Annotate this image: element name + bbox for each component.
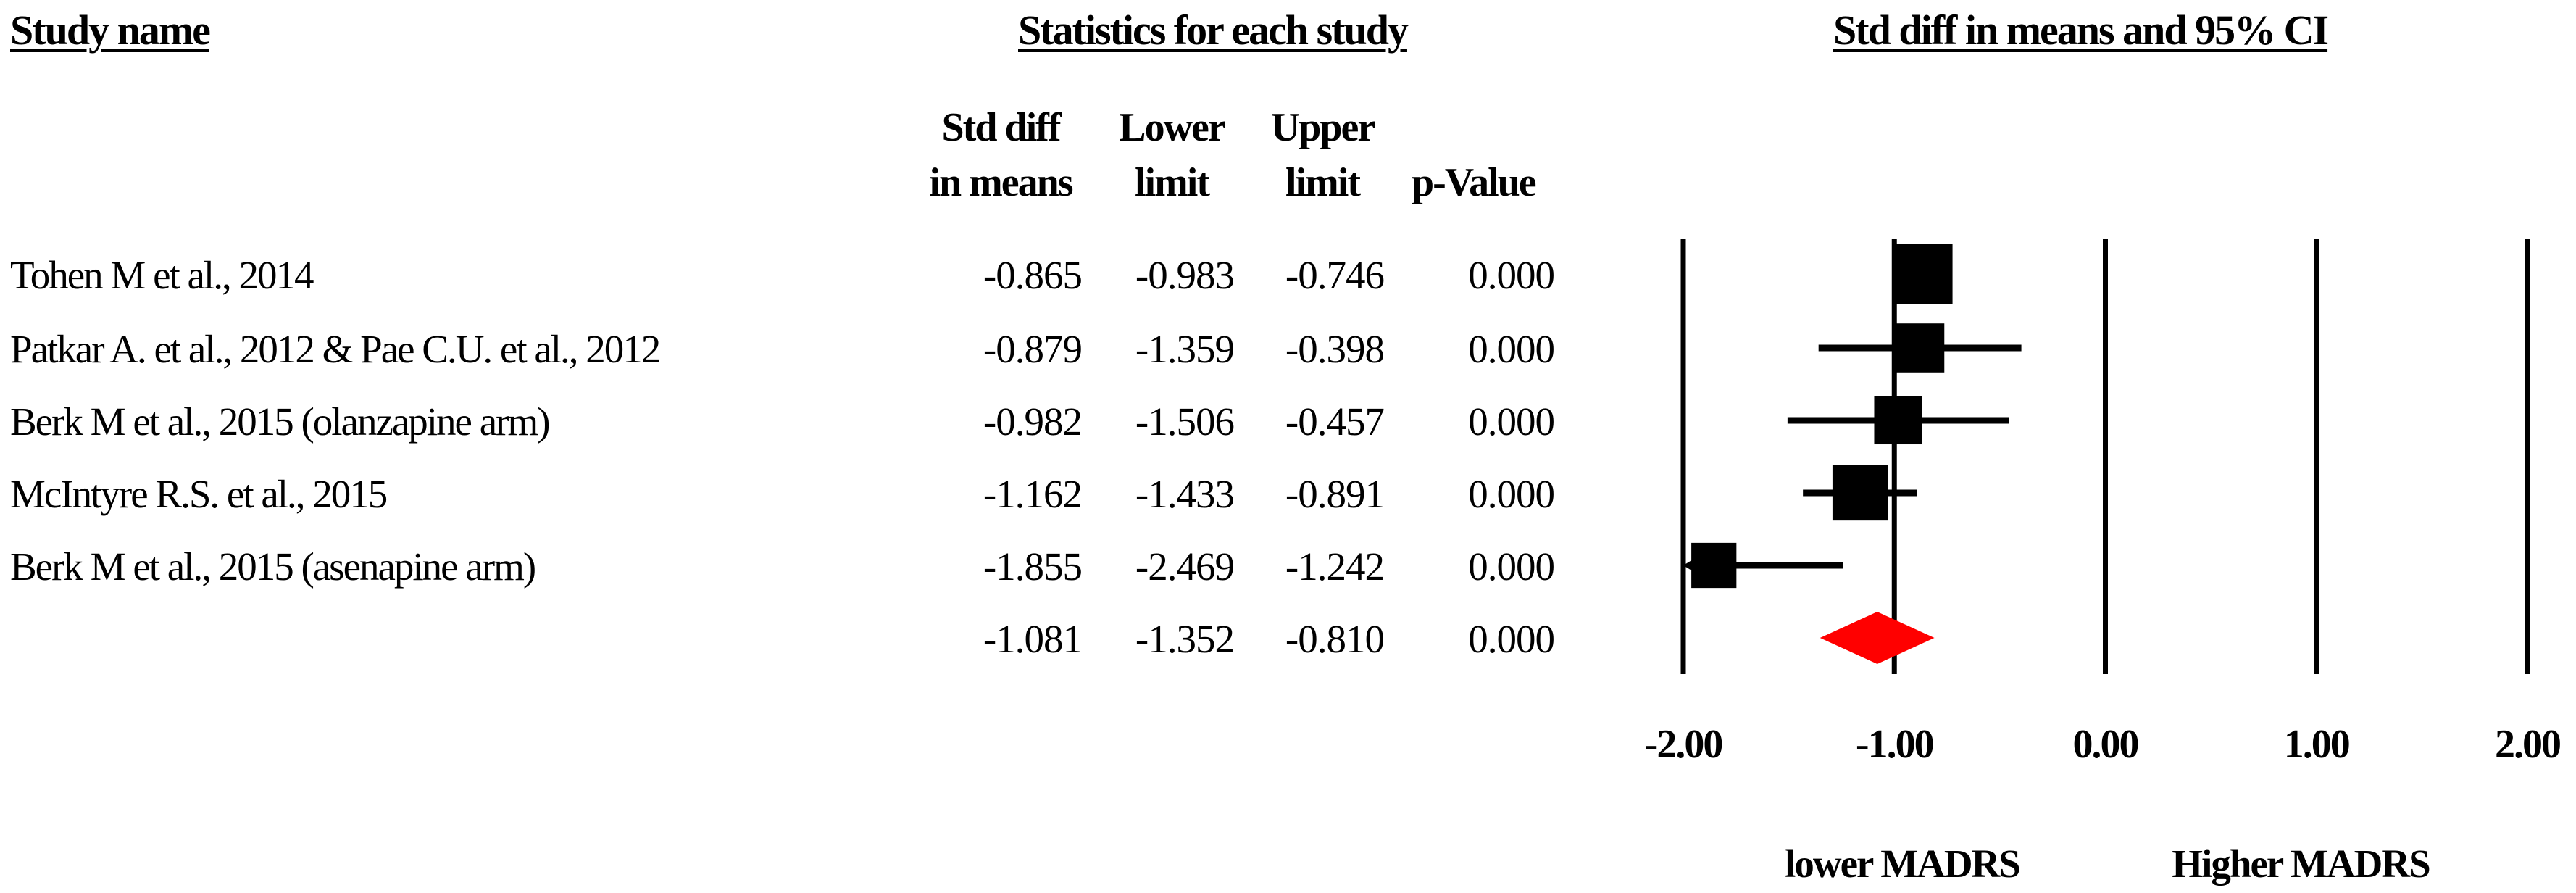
upper-header-line1: Upper (1270, 105, 1375, 150)
p-value-column-header: p-Value (1412, 160, 1537, 205)
upper-limit-value: -0.398 (1285, 327, 1385, 371)
x-tick-label: -1.00 (1856, 722, 1933, 767)
effect-marker (1691, 542, 1737, 589)
std-diff-value: -0.865 (983, 253, 1083, 297)
lower-header-line2: limit (1135, 160, 1210, 205)
lower-limit-value: -1.433 (1135, 472, 1235, 516)
p-value: 0.000 (1468, 327, 1555, 371)
study-name: McIntyre R.S. et al., 2015 (10, 472, 388, 516)
std-diff-column-header: Std diff in means (914, 100, 1087, 210)
std-diff-value: -0.982 (983, 399, 1083, 444)
std-diff-value: -1.162 (983, 472, 1083, 516)
upper-limit-value: -1.242 (1285, 544, 1385, 589)
std-diff-value: -0.879 (983, 327, 1083, 371)
lower-header-line1: Lower (1119, 105, 1226, 150)
favours-left-label: lower MADRS (1785, 842, 2019, 886)
upper-limit-value: -0.746 (1285, 253, 1385, 297)
effect-marker (1874, 396, 1922, 445)
std-diff-header-line1: Std diff (941, 105, 1062, 150)
p-value: 0.000 (1468, 544, 1555, 589)
study-name: Patkar A. et al., 2012 & Pae C.U. et al.… (10, 327, 661, 371)
study-name: Berk M et al., 2015 (asenapine arm) (10, 544, 536, 589)
lower-limit-value: -0.983 (1135, 253, 1235, 297)
study-name: Tohen M et al., 2014 (10, 253, 314, 297)
p-value: 0.000 (1468, 253, 1555, 297)
x-tick-label: 2.00 (2495, 722, 2560, 767)
summary-diamond (1820, 612, 1935, 664)
effect-marker (1893, 244, 1953, 304)
upper-limit-column-header: Upper limit (1254, 100, 1391, 210)
lower-limit-value: -1.359 (1135, 327, 1235, 371)
summary-std-diff-value: -1.081 (983, 617, 1083, 661)
lower-limit-column-header: Lower limit (1103, 100, 1241, 210)
x-tick-label: -2.00 (1645, 722, 1722, 767)
x-tick-label: 0.00 (2073, 722, 2138, 767)
effect-marker (1832, 465, 1888, 521)
summary-p-value: 0.000 (1468, 617, 1555, 661)
p-value: 0.000 (1468, 399, 1555, 444)
p-value: 0.000 (1468, 472, 1555, 516)
effect-marker (1895, 323, 1945, 373)
upper-header-line2: limit (1285, 160, 1361, 205)
std-diff-value: -1.855 (983, 544, 1083, 589)
upper-limit-value: -0.891 (1285, 472, 1385, 516)
favours-right-label: Higher MADRS (2172, 842, 2430, 886)
study-name: Berk M et al., 2015 (olanzapine arm) (10, 399, 551, 444)
std-diff-header-line2: in means (929, 160, 1073, 205)
summary-upper-limit-value: -0.810 (1285, 617, 1385, 661)
upper-limit-value: -0.457 (1285, 399, 1385, 444)
plot-header: Std diff in means and 95% CI (1833, 7, 2329, 54)
statistics-header: Statistics for each study (1018, 7, 1409, 54)
lower-limit-value: -2.469 (1135, 544, 1235, 589)
study-name-header: Study name (10, 7, 211, 54)
x-tick-label: 1.00 (2284, 722, 2349, 767)
summary-lower-limit-value: -1.352 (1135, 617, 1235, 661)
lower-limit-value: -1.506 (1135, 399, 1235, 444)
